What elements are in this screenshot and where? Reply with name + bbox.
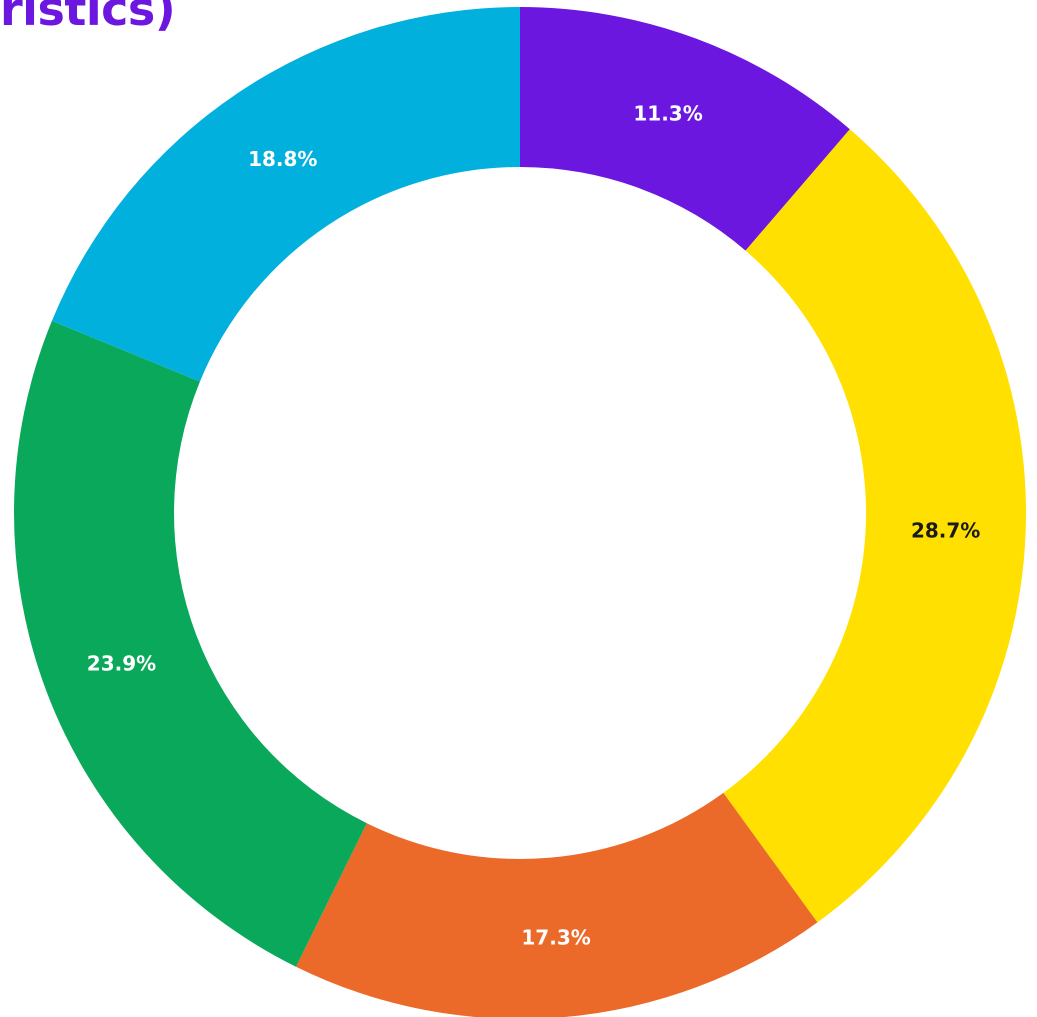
donut-slice-3 xyxy=(296,793,817,1017)
slice-label-2: 28.7% xyxy=(911,518,980,542)
donut-slice-4 xyxy=(14,321,367,967)
donut-slice-5 xyxy=(52,7,520,382)
slice-label-4: 23.9% xyxy=(87,652,156,676)
slice-label-5: 18.8% xyxy=(248,147,317,171)
slice-label-3: 17.3% xyxy=(521,925,590,949)
donut-slice-2 xyxy=(723,129,1026,922)
slice-label-1: 11.3% xyxy=(633,102,702,126)
